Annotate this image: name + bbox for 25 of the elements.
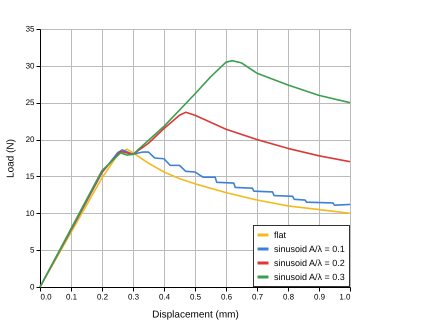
legend-label: sinusoid A/λ = 0.3	[274, 272, 345, 282]
x-tick-label: 0.4	[158, 292, 171, 302]
y-tick-label: 20	[26, 135, 36, 144]
x-tick-label: 0.8	[282, 292, 295, 302]
x-tick-label: 0.6	[220, 292, 233, 302]
y-tick-label: 10	[26, 208, 36, 218]
x-tick-label: 0.1	[66, 292, 78, 302]
x-tick-label: 0.3	[128, 292, 140, 302]
x-axis-title: Displacement (mm)	[152, 310, 239, 320]
x-tick-label: 0.5	[190, 292, 202, 302]
x-tick-label: 0.7	[252, 292, 264, 302]
legend-label: sinusoid A/λ = 0.2	[274, 258, 345, 268]
y-tick-label: 0	[30, 282, 36, 292]
y-axis-title: Load (N)	[6, 139, 17, 178]
legend-label: flat	[274, 230, 287, 240]
y-tick-label: 5	[30, 246, 36, 255]
y-tick-label: 15	[26, 172, 36, 181]
y-tick-label: 30	[26, 61, 36, 70]
x-tick-label: 1.0	[339, 292, 352, 302]
y-tick-label: 35	[26, 24, 36, 34]
x-tick-label: 0.2	[96, 292, 109, 302]
x-tick-label: 0.0	[40, 292, 52, 302]
y-tick-label: 25	[26, 98, 36, 108]
legend-label: sinusoid A/λ = 0.1	[274, 244, 345, 254]
x-tick-label: 0.9	[314, 292, 326, 302]
